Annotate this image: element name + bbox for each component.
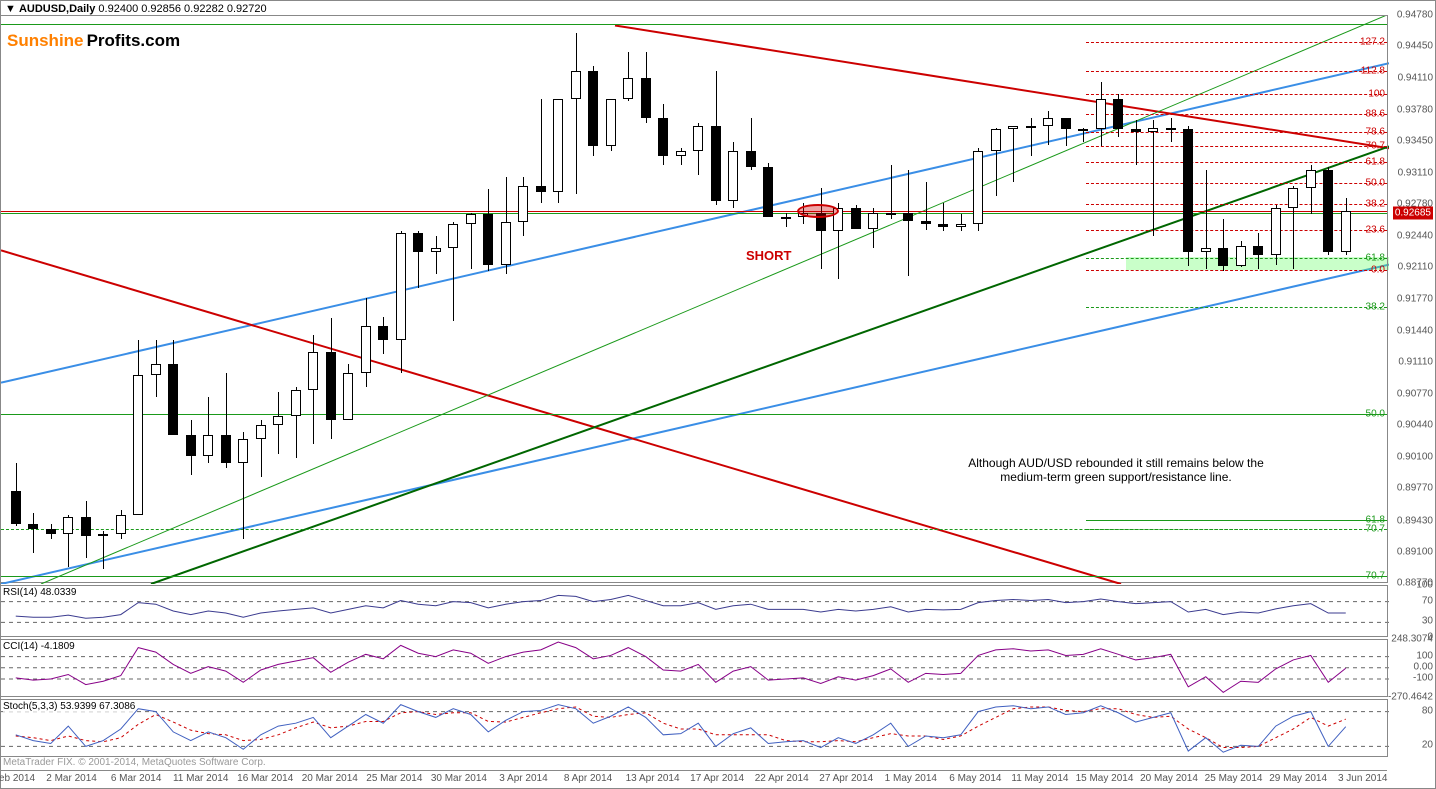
rsi-svg: [1, 586, 1389, 638]
stoch-yaxis: 8020: [1387, 699, 1435, 757]
cci-svg: [1, 640, 1389, 698]
symbol: AUDUSD,Daily: [19, 3, 95, 15]
price-yaxis: 0.947800.944500.941100.937800.934500.931…: [1387, 15, 1435, 583]
rsi-yaxis: 03070100: [1387, 585, 1435, 637]
price-panel[interactable]: 127.2112.810088.678.670.761.850.038.223.…: [1, 15, 1387, 583]
chart-root: ▼ AUDUSD,Daily 0.92400 0.92856 0.92282 0…: [0, 0, 1436, 789]
chart-title: ▼ AUDUSD,Daily 0.92400 0.92856 0.92282 0…: [5, 3, 267, 15]
price-svg: [1, 16, 1389, 584]
short-label: SHORT: [746, 248, 792, 263]
cci-title: CCI(14) -4.1809: [3, 641, 75, 652]
cci-yaxis: 248.30741000.00-100-270.4642: [1387, 639, 1435, 697]
cci-panel[interactable]: CCI(14) -4.1809: [1, 639, 1387, 697]
stoch-title: Stoch(5,3,3) 53.9399 67.3086: [3, 701, 135, 712]
stoch-svg: [1, 700, 1389, 758]
stoch-panel[interactable]: Stoch(5,3,3) 53.9399 67.3086: [1, 699, 1387, 757]
rsi-title: RSI(14) 48.0339: [3, 587, 76, 598]
ohlc: 0.92400 0.92856 0.92282 0.92720: [98, 3, 266, 15]
xaxis: 25 Feb 20142 Mar 20146 Mar 201411 Mar 20…: [1, 770, 1387, 788]
rsi-panel[interactable]: RSI(14) 48.0339: [1, 585, 1387, 637]
short-ellipse: [797, 204, 839, 218]
annotation: Although AUD/USD rebounded it still rema…: [866, 456, 1366, 484]
copyright: MetaTrader FIX. © 2001-2014, MetaQuotes …: [3, 757, 266, 768]
